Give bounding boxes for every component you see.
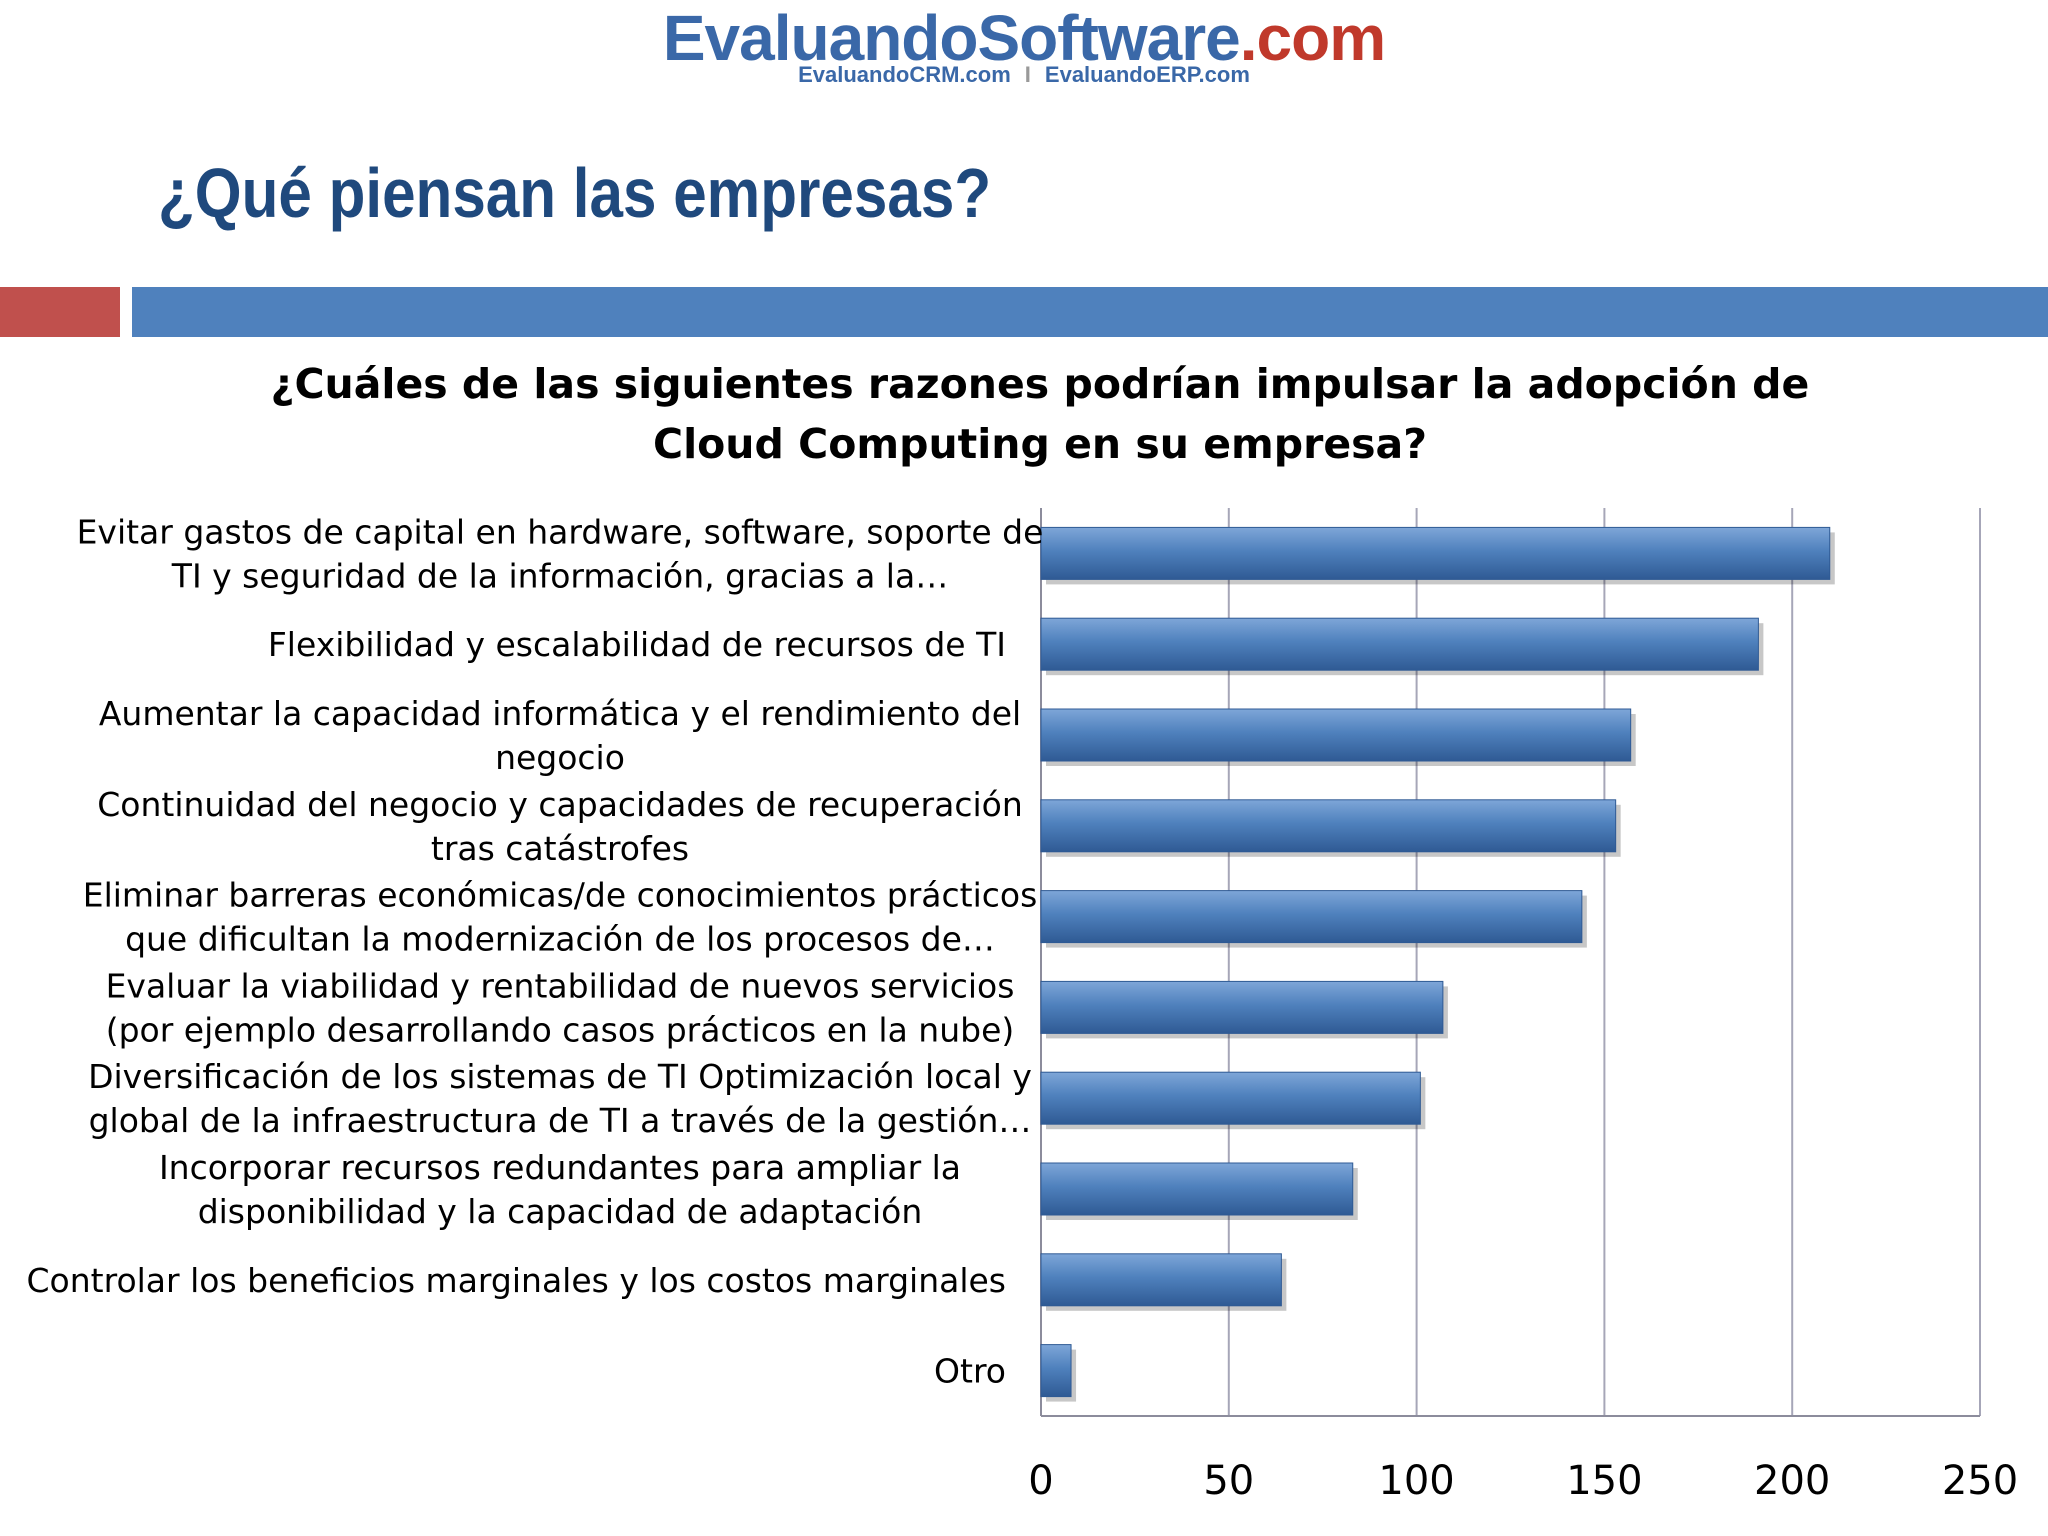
logo-sub-right: EvaluandoERP.com xyxy=(1044,62,1250,87)
category-label: que dificultan la modernización de los p… xyxy=(125,920,995,959)
bar xyxy=(1040,617,1759,671)
x-tick-label: 50 xyxy=(1203,1458,1254,1504)
chart-title: ¿Cuáles de las siguientes razones podría… xyxy=(140,354,1940,474)
logo-wordmark-part3: .com xyxy=(1239,2,1386,74)
bar xyxy=(1040,1253,1282,1307)
title-band-accent xyxy=(0,287,120,337)
category-label: negocio xyxy=(495,738,625,777)
logo-wordmark-part2: Software xyxy=(977,2,1240,74)
logo-sub-separator: I xyxy=(1024,62,1031,87)
chart-title-line2: Cloud Computing en su empresa? xyxy=(653,420,1427,468)
category-label: TI y seguridad de la información, gracia… xyxy=(171,556,948,595)
category-label: Flexibilidad y escalabilidad de recursos… xyxy=(268,625,1006,664)
category-label: Diversificación de los sistemas de TI Op… xyxy=(88,1057,1032,1096)
x-tick-label: 250 xyxy=(1942,1458,2018,1504)
logo-sub-left: EvaluandoCRM.com xyxy=(798,62,1011,87)
bar xyxy=(1040,980,1444,1034)
site-logo: EvaluandoSoftware.com EvaluandoCRM.com I E… xyxy=(0,0,2048,100)
category-label: Otro xyxy=(934,1352,1006,1391)
chart-title-line1: ¿Cuáles de las siguientes razones podría… xyxy=(270,360,1810,408)
logo-wordmark-part1: Evaluando xyxy=(662,2,979,74)
bar xyxy=(1040,708,1632,762)
slide-title: ¿Qué piensan las empresas? xyxy=(158,154,992,232)
title-band xyxy=(132,287,2048,337)
bar xyxy=(1040,526,1831,580)
category-label: Evitar gastos de capital en hardware, so… xyxy=(77,512,1044,551)
category-label: Incorporar recursos redundantes para amp… xyxy=(159,1148,961,1187)
category-label: disponibilidad y la capacidad de adaptac… xyxy=(198,1192,923,1231)
category-label: tras catástrofes xyxy=(431,829,689,868)
category-label: Aumentar la capacidad informática y el r… xyxy=(99,694,1021,733)
x-tick-label: 150 xyxy=(1566,1458,1642,1504)
logo-wordmark: EvaluandoSoftware.com xyxy=(0,2,2048,74)
bar xyxy=(1040,890,1583,944)
category-label: Controlar los beneficios marginales y lo… xyxy=(27,1261,1006,1300)
x-tick-label: 200 xyxy=(1754,1458,1830,1504)
bar xyxy=(1040,1162,1354,1216)
category-label: Continuidad del negocio y capacidades de… xyxy=(97,785,1022,824)
bar xyxy=(1040,1071,1421,1125)
bar xyxy=(1040,1344,1072,1398)
logo-subline: EvaluandoCRM.com I EvaluandoERP.com xyxy=(0,62,2048,88)
category-label: (por ejemplo desarrollando casos práctic… xyxy=(106,1010,1015,1049)
x-tick-label: 100 xyxy=(1378,1458,1454,1504)
category-label: Eliminar barreras económicas/de conocimi… xyxy=(83,876,1038,915)
category-label: global de la infraestructura de TI a tra… xyxy=(89,1101,1032,1140)
x-tick-label: 0 xyxy=(1028,1458,1053,1504)
category-label: Evaluar la viabilidad y rentabilidad de … xyxy=(106,966,1015,1005)
bar xyxy=(1040,799,1617,853)
